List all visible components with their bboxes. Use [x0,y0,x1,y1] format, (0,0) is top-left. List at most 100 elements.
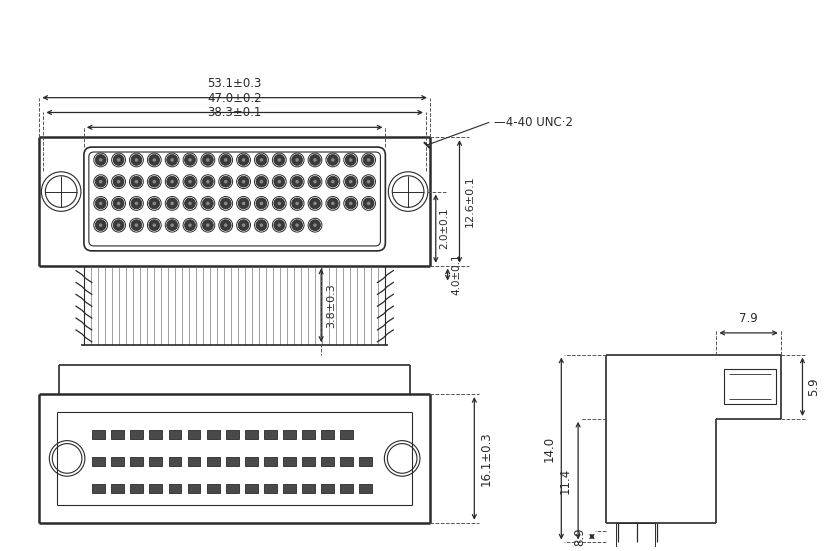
Circle shape [165,153,179,167]
Circle shape [42,172,81,212]
Bar [340,484,353,493]
Circle shape [327,198,338,209]
Circle shape [277,180,281,183]
Bar [302,457,315,466]
Circle shape [367,158,371,161]
Text: 5.9: 5.9 [807,377,821,396]
Circle shape [183,153,197,167]
Bar [725,370,776,404]
Circle shape [363,154,374,165]
Circle shape [308,197,322,210]
FancyBboxPatch shape [84,147,386,251]
Circle shape [255,218,268,232]
Bar [187,457,201,466]
Circle shape [95,198,106,209]
Circle shape [171,180,174,183]
Circle shape [183,197,197,210]
Circle shape [290,197,304,210]
Bar [149,484,162,493]
Bar [321,484,334,493]
Circle shape [260,180,263,183]
Bar [283,457,296,466]
Circle shape [112,197,126,210]
Circle shape [363,176,374,187]
Bar [321,457,334,466]
Circle shape [167,154,177,165]
Circle shape [274,154,285,165]
Circle shape [238,220,249,231]
Circle shape [274,176,285,187]
Circle shape [94,197,107,210]
Circle shape [345,198,357,209]
FancyBboxPatch shape [89,152,381,246]
Circle shape [99,223,102,227]
Circle shape [362,153,376,167]
Circle shape [255,153,268,167]
Circle shape [292,198,302,209]
Bar [616,523,656,547]
Circle shape [45,176,77,207]
Circle shape [219,218,232,232]
Circle shape [310,198,321,209]
Circle shape [202,220,213,231]
Circle shape [237,218,251,232]
Circle shape [387,444,417,473]
Text: 3.8±0.3: 3.8±0.3 [326,283,336,328]
Circle shape [135,223,138,227]
Circle shape [112,218,126,232]
Bar [302,484,315,493]
Bar [207,430,220,439]
Circle shape [149,198,160,209]
Circle shape [296,223,299,227]
Circle shape [185,176,196,187]
Bar [112,484,124,493]
Text: 7.9: 7.9 [739,312,758,325]
Text: 11.4: 11.4 [559,468,572,494]
Circle shape [117,180,120,183]
Circle shape [117,202,120,205]
Circle shape [255,175,268,188]
Circle shape [188,158,192,161]
Bar [283,484,296,493]
Circle shape [274,198,285,209]
Circle shape [349,158,352,161]
Circle shape [327,176,338,187]
Circle shape [149,220,160,231]
Bar [112,430,124,439]
Circle shape [310,220,321,231]
Circle shape [129,153,143,167]
Circle shape [308,218,322,232]
Circle shape [260,158,263,161]
Circle shape [131,176,142,187]
Circle shape [256,154,267,165]
Circle shape [99,158,102,161]
Circle shape [167,176,177,187]
Bar [264,457,277,466]
Bar [149,457,162,466]
Circle shape [292,176,302,187]
Circle shape [255,197,268,210]
Circle shape [149,176,160,187]
Bar [302,430,315,439]
Circle shape [165,175,179,188]
Circle shape [256,220,267,231]
Bar [340,430,353,439]
Circle shape [290,218,304,232]
Circle shape [362,197,376,210]
Circle shape [201,175,215,188]
Text: 12.6±0.1: 12.6±0.1 [465,176,475,228]
Text: 47.0±0.2: 47.0±0.2 [207,91,262,105]
Circle shape [94,175,107,188]
Circle shape [224,158,227,161]
Circle shape [220,154,231,165]
Circle shape [388,172,428,212]
Bar [131,484,143,493]
Circle shape [237,175,251,188]
Circle shape [238,198,249,209]
Circle shape [220,176,231,187]
Circle shape [94,218,107,232]
Circle shape [165,197,179,210]
Circle shape [201,197,215,210]
Circle shape [206,158,210,161]
Circle shape [149,154,160,165]
